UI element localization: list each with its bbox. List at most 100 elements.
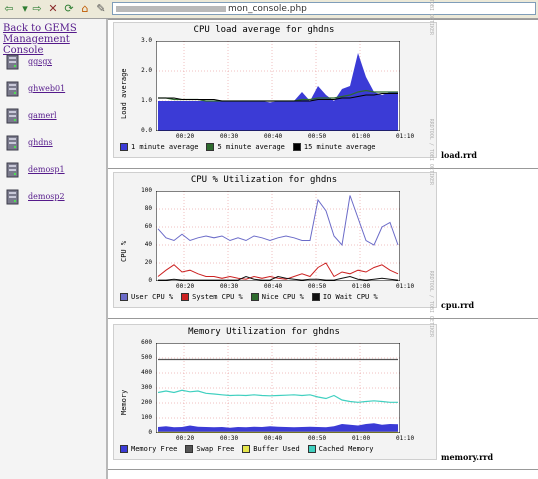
y-tick-label: 500: [141, 354, 152, 361]
legend-swatch: [242, 445, 251, 453]
legend-label: 15 minute average: [303, 143, 376, 151]
x-tick-label: 00:20: [176, 133, 195, 140]
legend-label: 1 minute average: [131, 143, 199, 151]
legend-swatch: [120, 445, 128, 453]
section-divider: [108, 168, 538, 169]
rrd-file-label: load.rrd: [441, 150, 477, 160]
legend-item: Buffer Used: [242, 445, 300, 453]
legend-label: Buffer Used: [253, 445, 300, 453]
legend-swatch: [181, 293, 190, 301]
x-tick-label: 00:50: [308, 435, 327, 442]
forward-arrow-icon[interactable]: ⇨: [32, 2, 42, 15]
address-bar-text: mon_console.php: [228, 4, 307, 14]
x-tick-label: 01:10: [396, 283, 415, 290]
x-tick-label: 01:10: [396, 435, 415, 442]
edit-icon[interactable]: ✎: [96, 2, 106, 15]
server-icon: [6, 54, 19, 70]
series-15-minute-average: [158, 93, 398, 102]
y-tick-label: 3.0: [141, 37, 152, 44]
server-icon: [6, 162, 19, 178]
x-tick-label: 00:20: [176, 435, 195, 442]
series-system-cpu: [157, 262, 399, 280]
legend-swatch: [185, 445, 194, 453]
legend-item: 5 minute average: [206, 143, 285, 151]
chart-legend: 1 minute average 5 minute average 15 minut…: [120, 143, 384, 151]
rrdtool-credit: RRDTOOL / TOBI OETIKER: [428, 0, 434, 35]
x-tick-label: 00:40: [264, 133, 283, 140]
graph-title: Memory Utilization for ghdns: [188, 327, 340, 337]
graph-mem: Memory Utilization for ghdns Memory RRDTOO…: [113, 271, 437, 460]
legend-swatch: [311, 293, 320, 301]
browser-toolbar: ⇦ ▾ ⇨ ✕ ⟳ ⌂ ✎ mon_console.php: [0, 0, 538, 19]
x-tick-label: 00:40: [264, 435, 283, 442]
legend-item: Nice CPU %: [250, 293, 304, 301]
chart-legend: Memory Free Swap Free Buffer Used Cached Me…: [120, 445, 381, 453]
graph-load: CPU load average for ghdns Load average RR…: [113, 0, 437, 158]
x-tick-label: 01:00: [352, 283, 371, 290]
plot-area: [156, 41, 400, 131]
host-link-ggsgx[interactable]: ggsgx: [28, 57, 52, 66]
series-cached-memory: [157, 389, 398, 403]
legend-swatch: [307, 445, 316, 453]
reload-icon[interactable]: ⟳: [64, 2, 74, 15]
y-axis-label: CPU %: [120, 240, 128, 262]
sidebar: Back to GEMS Management Console ggsgx ghw…: [0, 19, 108, 479]
graph-cpu: CPU % Utilization for ghdns CPU % RRDTOOL …: [113, 119, 437, 308]
legend-item: User CPU %: [120, 293, 173, 301]
section-divider: [108, 318, 538, 319]
server-icon: [6, 135, 19, 151]
legend-label: User CPU %: [131, 293, 174, 301]
x-tick-label: 00:40: [264, 283, 283, 290]
x-tick-label: 01:00: [352, 133, 371, 140]
home-icon[interactable]: ⌂: [81, 2, 89, 15]
rrdtool-credit: RRDTOOL / TOBI OETIKER: [428, 270, 434, 337]
server-icon: [6, 81, 19, 97]
plot-area: [156, 343, 400, 433]
legend-item: 1 minute average: [120, 143, 198, 151]
legend-item: Cached Memory: [307, 445, 373, 453]
host-link-ghdns[interactable]: ghdns: [28, 138, 53, 147]
back-arrow-icon[interactable]: ⇦: [4, 2, 14, 15]
y-tick-label: 100: [141, 187, 152, 194]
x-tick-label: 00:20: [176, 283, 195, 290]
server-icon: [6, 108, 19, 124]
stop-icon[interactable]: ✕: [48, 2, 58, 15]
legend-label: Memory Free: [131, 445, 178, 453]
series-io-wait-cpu: [158, 275, 399, 281]
legend-label: IO Wait CPU %: [322, 293, 378, 301]
y-axis-label: Load average: [120, 68, 128, 119]
address-bar[interactable]: mon_console.php: [112, 2, 536, 15]
host-link-demosp1[interactable]: demosp1: [28, 165, 65, 174]
x-tick-label: 00:50: [308, 133, 327, 140]
graph-title: CPU % Utilization for ghdns: [190, 175, 338, 185]
back-dropdown-icon[interactable]: ▾: [22, 2, 28, 15]
rrd-file-label: memory.rrd: [441, 452, 494, 462]
y-tick-label: 400: [141, 369, 152, 376]
series-user-cpu: [157, 195, 399, 247]
x-tick-label: 01:10: [396, 133, 415, 140]
back-to-console-link[interactable]: Back to GEMS Management Console: [3, 23, 77, 56]
y-tick-label: 2.0: [141, 67, 152, 74]
y-tick-label: 300: [141, 384, 152, 391]
y-tick-label: 600: [141, 339, 152, 346]
y-tick-label: 80: [144, 205, 152, 212]
redacted-url-part: [116, 5, 226, 12]
plot-area: [156, 191, 400, 281]
x-tick-label: 00:30: [220, 435, 239, 442]
y-tick-label: 1.0: [141, 97, 152, 104]
legend-item: 15 minute average: [292, 143, 376, 151]
section-divider: [108, 19, 538, 20]
legend-swatch: [206, 143, 215, 151]
y-tick-label: 60: [144, 223, 152, 230]
host-link-ghweb01[interactable]: ghweb01: [28, 84, 66, 93]
host-link-demosp2[interactable]: demosp2: [28, 192, 65, 201]
y-tick-label: 100: [141, 414, 152, 421]
chart-legend: User CPU % System CPU % Nice CPU % IO Wait …: [120, 293, 386, 301]
x-tick-label: 00:30: [220, 283, 239, 290]
legend-swatch: [120, 143, 128, 151]
rrdtool-credit: RRDTOOL / TOBI OETIKER: [428, 118, 434, 185]
plot-border: [156, 191, 400, 281]
y-tick-label: 200: [141, 399, 152, 406]
x-tick-label: 00:30: [220, 133, 239, 140]
host-link-gamerl[interactable]: gamerl: [28, 111, 57, 120]
